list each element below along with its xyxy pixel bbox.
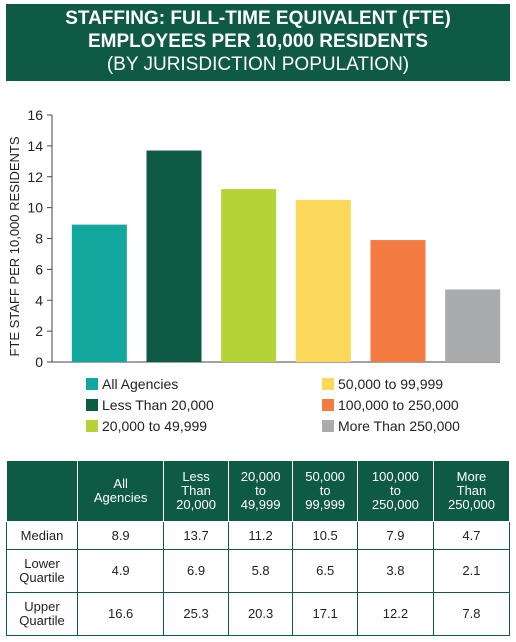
table-cell: 2.1 <box>432 549 511 593</box>
table-cell: 25.3 <box>163 592 229 636</box>
legend-label: All Agencies <box>102 376 179 392</box>
table-cell: 17.1 <box>292 592 358 636</box>
table-cell: 7.8 <box>432 592 511 636</box>
y-tick-label: 6 <box>35 261 43 277</box>
table-cell: 6.9 <box>163 549 229 593</box>
title-banner: STAFFING: FULL-TIME EQUIVALENT (FTE) EMP… <box>6 4 510 81</box>
table-row-label: Median <box>6 521 78 550</box>
table-cell: 12.2 <box>356 592 434 636</box>
y-axis-title: FTE STAFF PER 10,000 RESIDENTS <box>7 136 22 356</box>
legend-item: 20,000 to 49,999 <box>86 418 207 434</box>
stats-table: All Agencies Less Than 20,000 20,000 to 49,999 5… <box>6 460 511 636</box>
y-tick-label: 0 <box>35 354 43 370</box>
table-column-header: All Agencies <box>76 460 165 522</box>
table-cell: 20.3 <box>227 592 294 636</box>
y-tick-label: 16 <box>27 107 43 123</box>
table-column-header: More Than 250,000 <box>432 460 511 522</box>
y-tick-label: 12 <box>27 169 43 185</box>
bar-chart: 0 2 4 6 8 10 12 14 16 FTE STAFF PER 10,000 RESIDE… <box>7 107 501 370</box>
table-row-label: Upper Quartile <box>6 592 78 636</box>
legend-swatch <box>322 420 334 432</box>
table-column-header: 20,000 to 49,999 <box>227 460 294 522</box>
table-cell: 11.2 <box>227 521 294 550</box>
legend-swatch <box>322 378 334 390</box>
title-line-1: STAFFING: FULL-TIME EQUIVALENT (FTE) <box>65 8 451 29</box>
legend-item: All Agencies <box>86 376 178 392</box>
table-corner-cell <box>6 460 78 522</box>
table-cell: 10.5 <box>292 521 358 550</box>
legend-swatch <box>86 378 98 390</box>
legend-label: More Than 250,000 <box>338 418 460 434</box>
legend-label: 20,000 to 49,999 <box>102 418 208 434</box>
y-tick-label: 4 <box>35 292 43 308</box>
legend-swatch <box>86 420 98 432</box>
bar <box>370 240 426 362</box>
legend-label: Less Than 20,000 <box>102 397 214 413</box>
table-cell: 7.9 <box>356 521 434 550</box>
table-cell: 5.8 <box>227 549 294 593</box>
y-tick-label: 2 <box>35 323 43 339</box>
table-cell: 16.6 <box>76 592 165 636</box>
table-cell: 3.8 <box>356 549 434 593</box>
table-row: Lower Quartile 4.9 6.9 5.8 6.5 3.8 2.1 <box>6 549 511 593</box>
table-column-header: 100,000 to 250,000 <box>356 460 434 522</box>
legend-label: 100,000 to 250,000 <box>338 397 459 413</box>
bar <box>221 189 277 362</box>
bar <box>445 289 501 362</box>
table-cell: 6.5 <box>292 549 358 593</box>
legend-swatch <box>322 399 334 411</box>
bar <box>71 224 127 362</box>
table-cell: 4.9 <box>76 549 165 593</box>
legend-item: Less Than 20,000 <box>86 397 214 413</box>
title-line-2: EMPLOYEES PER 10,000 RESIDENTS <box>87 31 428 52</box>
table-column-header: Less Than 20,000 <box>163 460 229 522</box>
y-tick-label: 10 <box>27 200 43 216</box>
legend-item: More Than 250,000 <box>322 418 460 434</box>
table-row: Upper Quartile 16.6 25.3 20.3 17.1 12.2 7.8 <box>6 592 511 636</box>
table-column-header: 50,000 to 99,999 <box>292 460 358 522</box>
bar <box>295 199 351 362</box>
bar <box>146 150 202 362</box>
subtitle: (BY JURISDICTION POPULATION) <box>106 54 410 75</box>
table-header-row: All Agencies Less Than 20,000 20,000 to 49,999 5… <box>6 460 511 522</box>
table-row-label: Lower Quartile <box>6 549 78 593</box>
table-cell: 13.7 <box>163 521 229 550</box>
y-tick-label: 14 <box>27 138 43 154</box>
legend-item: 50,000 to 99,999 <box>322 376 443 392</box>
table-cell: 8.9 <box>76 521 165 550</box>
legend-item: 100,000 to 250,000 <box>322 397 459 413</box>
y-tick-label: 8 <box>35 231 43 247</box>
table-cell: 4.7 <box>432 521 511 550</box>
legend-swatch <box>86 399 98 411</box>
table-row: Median 8.9 13.7 11.2 10.5 7.9 4.7 <box>6 521 511 550</box>
legend-label: 50,000 to 99,999 <box>338 376 444 392</box>
